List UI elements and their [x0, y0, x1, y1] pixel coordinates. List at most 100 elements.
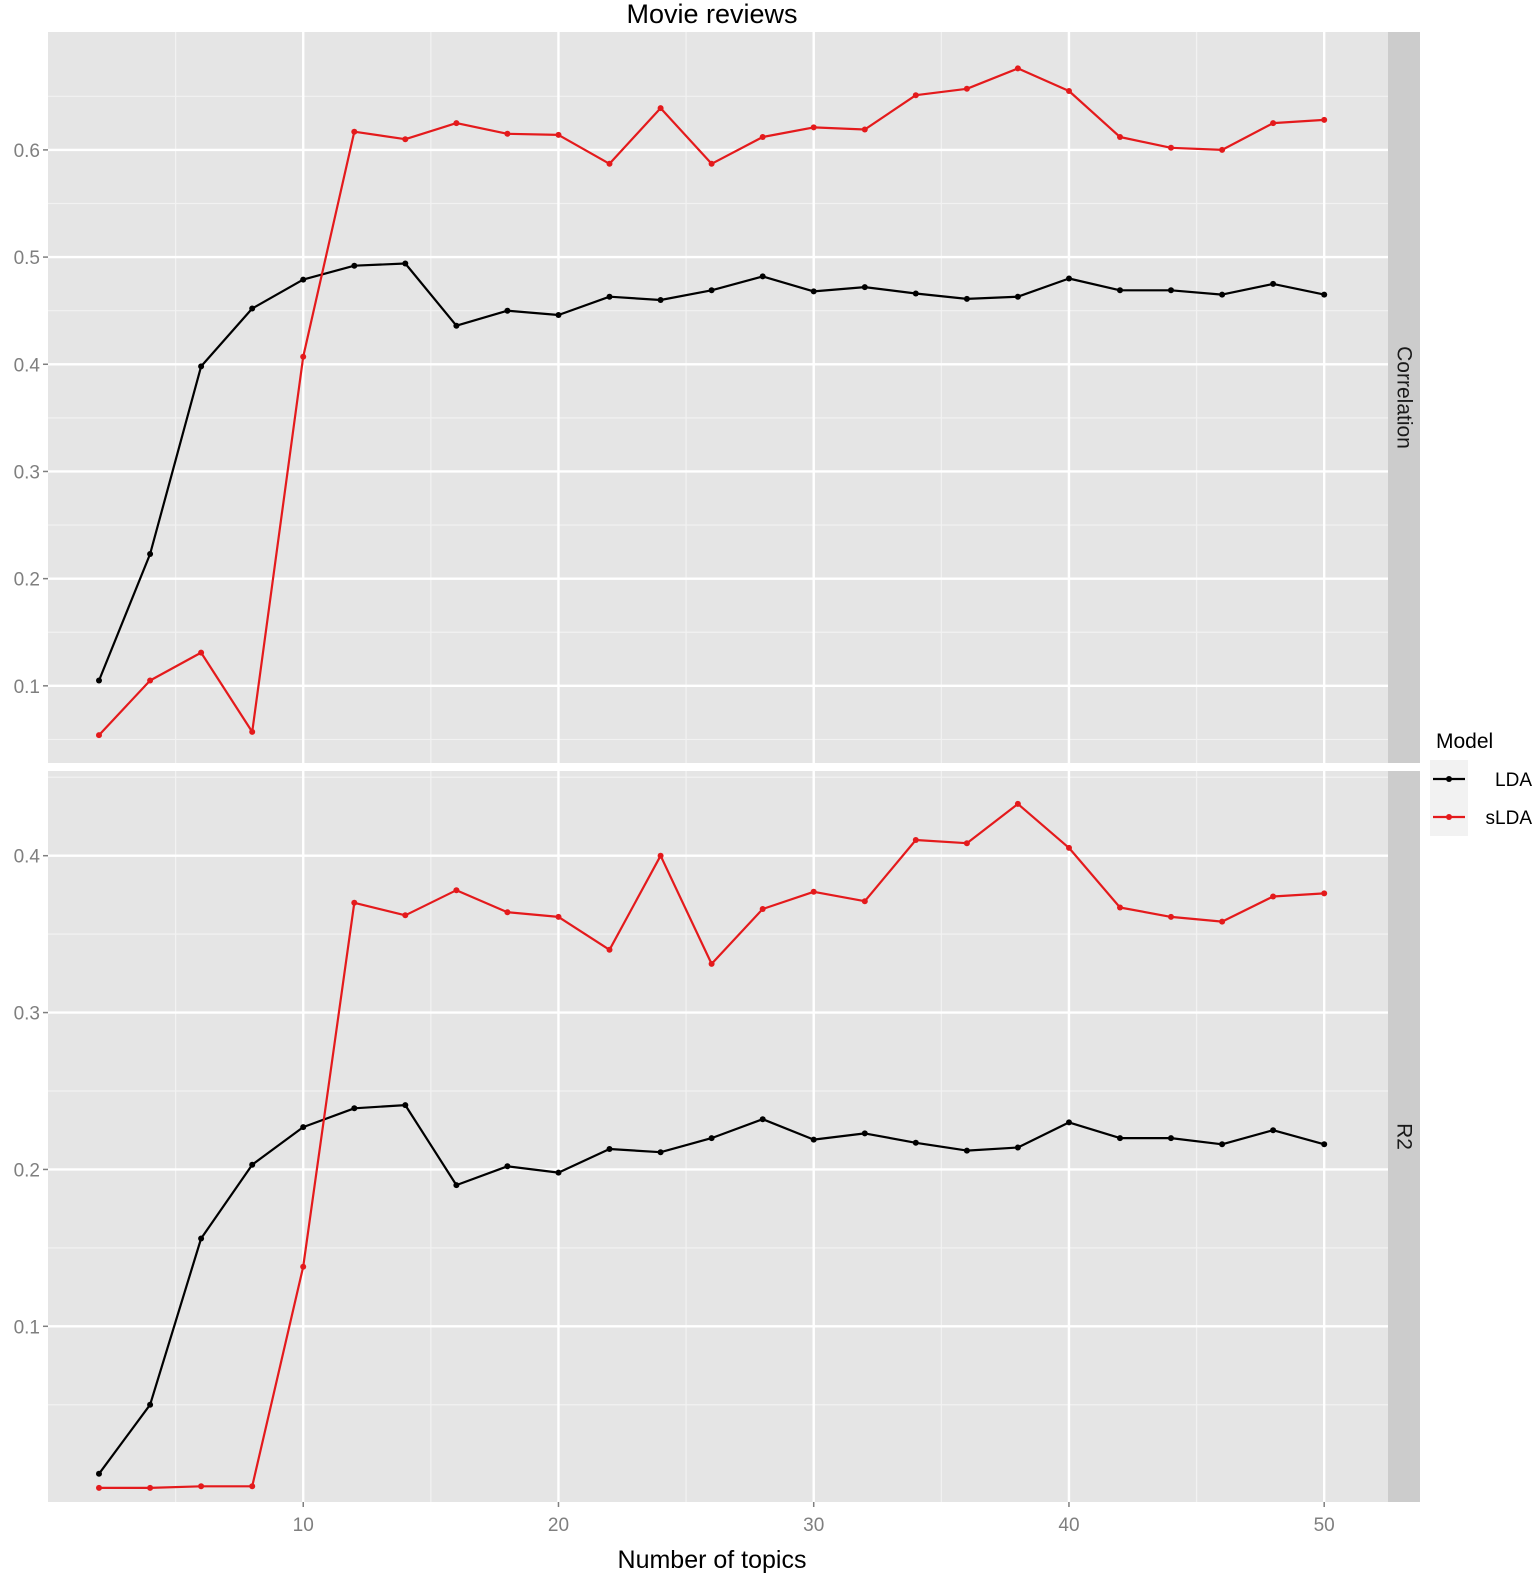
- y-tick-label: 0.1: [14, 677, 40, 698]
- data-point: [861, 284, 868, 291]
- data-point: [504, 909, 511, 916]
- data-point: [453, 887, 460, 894]
- data-point: [861, 1130, 868, 1137]
- data-point: [1117, 287, 1123, 294]
- data-point: [759, 1116, 766, 1123]
- data-point: [1219, 918, 1226, 925]
- y-tick-label: 0.2: [14, 570, 40, 591]
- data-point: [249, 728, 256, 735]
- x-axis-title: Number of topics: [618, 1546, 807, 1574]
- y-tick-label: 0.4: [14, 355, 41, 376]
- data-point: [1270, 1127, 1277, 1134]
- data-point: [1168, 287, 1174, 294]
- data-point: [147, 1484, 154, 1491]
- data-point: [555, 1169, 562, 1176]
- data-point: [147, 677, 154, 684]
- data-point: [402, 260, 409, 267]
- data-point: [810, 888, 817, 895]
- data-point: [402, 1102, 409, 1109]
- data-point: [249, 1483, 256, 1490]
- data-point: [912, 837, 919, 843]
- panel-r2: 0.1 0.2 0.3 0.4 R2: [14, 771, 1420, 1502]
- data-point: [300, 1263, 307, 1270]
- panel-correlation: 0.1 0.2 0.3 0.4 0.5 0.6 Correlation: [14, 32, 1420, 763]
- data-point: [555, 131, 562, 138]
- data-point: [963, 1147, 970, 1154]
- data-point: [606, 293, 613, 300]
- data-point: [759, 906, 766, 912]
- data-point: [453, 322, 460, 329]
- data-point: [1168, 1135, 1174, 1142]
- data-point: [1219, 146, 1226, 153]
- data-point: [1270, 893, 1277, 900]
- data-point: [1321, 116, 1328, 123]
- y-tick-label: 0.4: [14, 847, 41, 868]
- series-slda: [96, 65, 1328, 739]
- data-point: [453, 120, 460, 127]
- data-point: [606, 946, 613, 953]
- data-point: [198, 649, 205, 656]
- data-point: [1168, 144, 1174, 151]
- data-point: [351, 1105, 358, 1112]
- data-point: [453, 1182, 460, 1189]
- data-point: [300, 276, 307, 283]
- data-point: [96, 732, 102, 739]
- data-point: [1321, 890, 1328, 897]
- legend-label: sLDA: [1486, 808, 1533, 829]
- data-point: [300, 1124, 307, 1131]
- data-point: [1066, 275, 1072, 282]
- data-point: [1270, 280, 1277, 287]
- chart-title: Movie reviews: [626, 0, 797, 29]
- data-point: [657, 105, 664, 112]
- data-point: [1117, 904, 1123, 911]
- data-point: [1117, 1135, 1123, 1142]
- legend-item-lda: LDA: [1430, 760, 1532, 798]
- data-point: [708, 1135, 715, 1142]
- series-lda: [96, 260, 1328, 684]
- data-point: [708, 160, 715, 167]
- data-point: [96, 677, 102, 684]
- data-point: [249, 1161, 256, 1168]
- panels: 0.10.20.30.40.50.6Correlation0.10.20.30.…: [14, 32, 1420, 1502]
- x-tick-label: 50: [1314, 1515, 1335, 1536]
- data-point: [810, 288, 817, 295]
- legend: Model LDA sLDA: [1430, 730, 1532, 836]
- strip-background: [1388, 771, 1420, 1502]
- y-tick-label: 0.5: [14, 248, 40, 269]
- data-point: [1219, 291, 1226, 298]
- data-point: [606, 160, 613, 167]
- data-point: [912, 1139, 919, 1146]
- data-point: [657, 1149, 664, 1156]
- y-tick-label: 0.6: [14, 141, 40, 162]
- data-point: [1117, 134, 1123, 140]
- data-point: [759, 273, 766, 280]
- strip-label: R2: [1393, 1123, 1416, 1150]
- data-point: [555, 312, 562, 318]
- data-point: [1014, 800, 1021, 807]
- data-point: [1014, 293, 1021, 300]
- legend-key-point: [1446, 814, 1452, 820]
- legend-items: LDA sLDA: [1430, 760, 1532, 836]
- data-point: [351, 128, 358, 135]
- x-axis: 10 20 30 40 50: [293, 1502, 1335, 1536]
- data-point: [759, 134, 766, 140]
- data-point: [1014, 1144, 1021, 1151]
- data-point: [351, 262, 358, 269]
- data-point: [1270, 120, 1277, 127]
- data-point: [402, 136, 409, 143]
- data-point: [555, 913, 562, 920]
- data-point: [198, 1483, 205, 1490]
- data-point: [249, 305, 256, 312]
- data-point: [351, 899, 358, 906]
- x-tick-label: 40: [1058, 1515, 1079, 1536]
- data-point: [810, 1136, 817, 1143]
- panel-background: [48, 32, 1388, 763]
- data-point: [861, 898, 868, 905]
- data-point: [1066, 1119, 1072, 1126]
- data-point: [861, 126, 868, 133]
- data-point: [963, 295, 970, 302]
- data-point: [963, 85, 970, 92]
- y-tick-label: 0.3: [14, 1004, 40, 1025]
- legend-key-point: [1446, 776, 1452, 782]
